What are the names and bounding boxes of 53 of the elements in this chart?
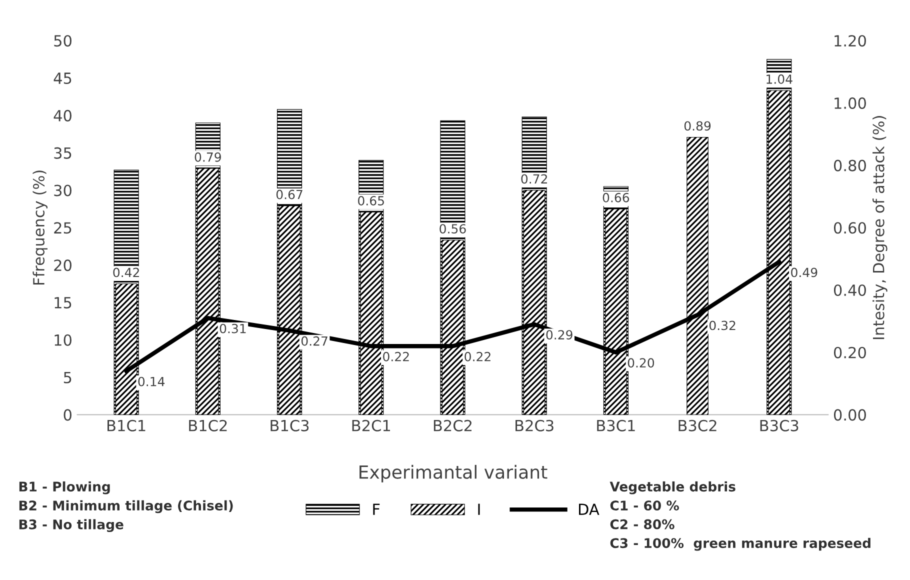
data-label: 0.72 <box>521 174 547 184</box>
data-label: 0.14 <box>138 376 165 386</box>
data-label: 0.31 <box>220 324 246 334</box>
y-tick-label: 0 <box>64 409 72 421</box>
data-label: 0.20 <box>628 358 654 368</box>
y-tick-label: 25 <box>54 222 72 234</box>
y2-tick-label: 0.00 <box>834 409 866 421</box>
legend-label: F <box>373 504 380 515</box>
y2-tick-label: 0.40 <box>834 284 866 296</box>
y2-tick-label: 0.60 <box>834 222 866 234</box>
x-tick-label: B2C2 <box>434 420 472 432</box>
x-tick-label: B1C3 <box>270 420 309 432</box>
x-tick-label: B1C2 <box>189 420 227 432</box>
data-label: 0.56 <box>440 224 466 234</box>
x-tick-label: B1C1 <box>108 420 146 432</box>
y2-tick-label: 1.20 <box>834 35 866 47</box>
x-axis-title: Experimantal variant <box>360 464 548 482</box>
x-tick-label: B2C3 <box>516 420 554 432</box>
data-label: 0.49 <box>791 268 818 278</box>
y-axis-title: Ffrequency (%) <box>32 170 48 284</box>
y2-tick-label: 0.80 <box>834 160 866 172</box>
data-label: 0.27 <box>301 336 328 346</box>
x-tick-label: B3C3 <box>760 420 798 432</box>
data-label: 0.22 <box>464 352 490 362</box>
data-label: 0.79 <box>194 152 221 162</box>
y-tick-label: 35 <box>54 147 72 159</box>
text: Vegetable debris C1 - 60 % C2 - 80% C3 - 100% green manure rapeseed <box>610 481 870 551</box>
data-label: 0.22 <box>383 352 409 362</box>
data-label: 0.65 <box>358 196 384 206</box>
data-label: 0.66 <box>602 192 630 202</box>
y2-tick-label: 0.20 <box>834 346 866 358</box>
y-tick-label: 10 <box>54 334 72 346</box>
data-label: 1.04 <box>766 74 792 84</box>
data-label: 0.29 <box>546 330 572 340</box>
data-label: 0.42 <box>113 268 139 278</box>
data-label: 0.67 <box>276 190 302 200</box>
x-tick-label: B2C1 <box>352 420 390 432</box>
y-tick-label: 20 <box>54 260 72 272</box>
legend-label: I <box>478 504 480 515</box>
text: B1 - Plowing B2 - Minimum tillage (Chisel) B3 - No tillage <box>19 481 233 532</box>
x-tick-label: B3C2 <box>678 420 716 432</box>
data-label: 0.32 <box>709 320 736 330</box>
y-tick-label: 15 <box>54 297 72 308</box>
y-tick-label: 30 <box>54 184 72 196</box>
y-tick-label: 40 <box>54 110 72 122</box>
y2-tick-label: 1.00 <box>834 97 866 109</box>
legend-label: DA <box>578 504 600 515</box>
y2-axis-title: Intesity, Degree of attack (%) <box>872 116 888 340</box>
data-label: 0.89 <box>684 121 711 131</box>
x-tick-label: B3C1 <box>597 420 635 432</box>
y-tick-label: 50 <box>54 35 72 47</box>
y-tick-label: 45 <box>54 72 72 84</box>
y-tick-label: 5 <box>64 372 72 384</box>
